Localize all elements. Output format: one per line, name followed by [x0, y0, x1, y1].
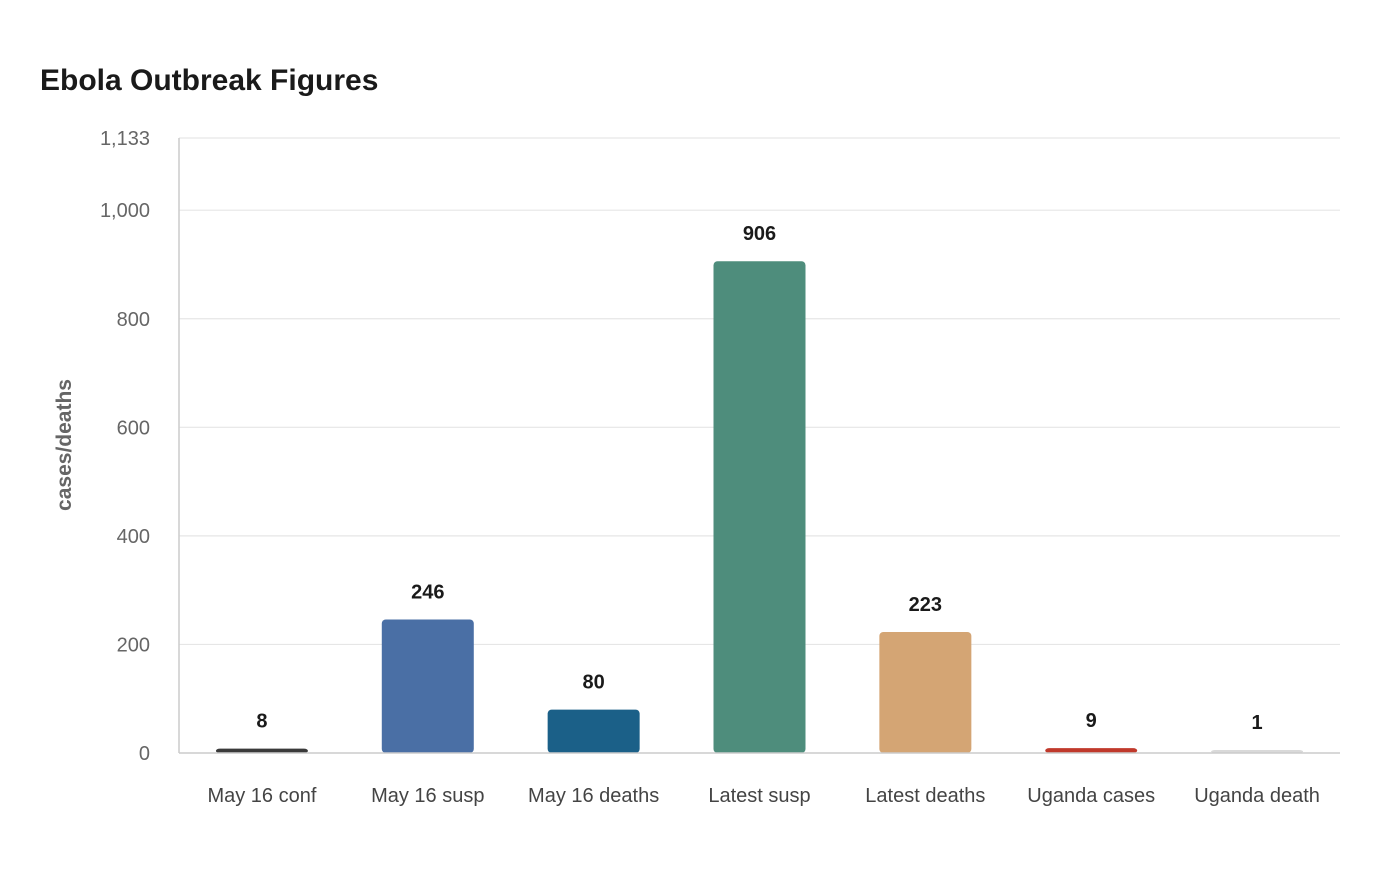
y-axis-label: cases/deaths [53, 379, 76, 511]
data-label: 80 [583, 672, 605, 694]
data-label: 906 [743, 223, 776, 245]
data-labels: 8 246 80 906 223 9 1 [256, 223, 1262, 734]
x-tick-label: Uganda cases [1027, 785, 1155, 807]
y-axis-ticks: 0 200 400 600 800 1,000 1,133 [100, 128, 150, 765]
x-tick-label: Uganda death [1194, 785, 1320, 807]
bar [547, 709, 640, 753]
y-tick-label: 800 [117, 309, 150, 331]
x-tick-label: Latest deaths [865, 785, 985, 807]
bar [713, 261, 806, 753]
data-label: 246 [411, 581, 444, 603]
bar [1045, 748, 1138, 753]
x-tick-label: May 16 deaths [528, 785, 659, 807]
bar [879, 631, 972, 753]
x-tick-label: May 16 conf [207, 785, 316, 807]
x-axis-ticks: May 16 conf May 16 susp May 16 deaths Lates… [207, 785, 1319, 807]
bar [381, 619, 474, 753]
x-tick-label: Latest susp [708, 785, 810, 807]
y-tick-label: 1,000 [100, 200, 150, 222]
bars [215, 261, 1304, 753]
bar [215, 748, 308, 753]
data-label: 9 [1086, 710, 1097, 732]
y-tick-label: 400 [117, 526, 150, 548]
data-label: 1 [1252, 712, 1263, 734]
data-label: 8 [256, 711, 267, 733]
data-label: 223 [909, 594, 942, 616]
y-tick-label: 600 [117, 417, 150, 439]
chart-title: Ebola Outbreak Figures [40, 64, 378, 97]
y-tick-label: 0 [139, 743, 150, 765]
x-tick-label: May 16 susp [371, 785, 484, 807]
y-tick-label: 1,133 [100, 128, 150, 150]
y-tick-label: 200 [117, 634, 150, 656]
